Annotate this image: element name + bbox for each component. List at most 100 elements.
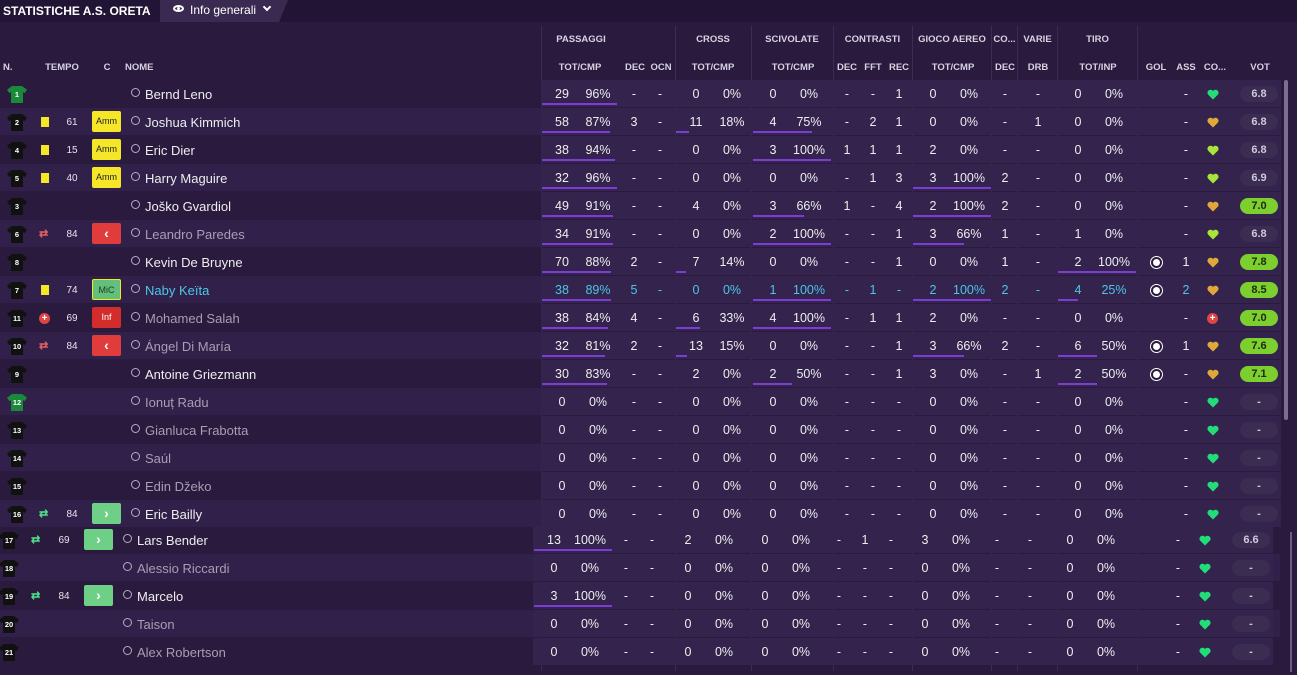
table-row[interactable]: 7 74 MiC Naby Keïta 38 89% 5 - 0 0% 1 100% - 1 - 2 100% 2…	[0, 276, 1281, 303]
table-row[interactable]: 18 Alessio Riccardi 0 0% - - 0 0% 0 0% - - - 0 0% - - 0 0%…	[0, 554, 1280, 581]
column-header-p-ocn[interactable]: OCN	[650, 62, 672, 73]
rating-badge[interactable]: 7.6	[1240, 338, 1278, 354]
rating-badge[interactable]: 6.8	[1240, 86, 1278, 102]
player-name[interactable]: Ángel Di María	[145, 339, 231, 354]
table-row[interactable]: 1 Bernd Leno 29 96% - - 0 0% 0 0% - - 1 0 0% - - 0 0% - 6.8	[0, 80, 1281, 107]
sub-in-button[interactable]: ›	[84, 585, 113, 606]
rating-badge[interactable]: 8.5	[1240, 282, 1278, 298]
passes-ocn: -	[657, 395, 663, 409]
rating-badge[interactable]: -	[1232, 560, 1270, 576]
sub-in-button[interactable]: ›	[84, 529, 113, 550]
column-header-co-dec[interactable]: DEC	[994, 62, 1016, 73]
player-name[interactable]: Saúl	[145, 451, 172, 466]
rating-badge[interactable]: -	[1240, 422, 1278, 438]
player-name[interactable]: Eric Bailly	[145, 507, 203, 522]
table-row[interactable]: 3 Joško Gvardiol 49 91% - - 4 0% 3 66% 1 - 4 2 100% 2 - 0…	[0, 192, 1281, 219]
passes-total: 0	[558, 451, 566, 465]
table-row[interactable]: 16 ⇄ 84 › Eric Bailly 0 0% - - 0 0% 0 0% - - - 0 0% - - 0 0% -…	[0, 500, 1281, 527]
player-name[interactable]: Edin Džeko	[145, 479, 212, 494]
table-row[interactable]: 6 ⇄ 84 ‹ Leandro Paredes 34 91% - - 0 0% 2 100% - - 1 3 6…	[0, 220, 1281, 247]
column-header-v-drb[interactable]: DRB	[1027, 62, 1049, 73]
table-row[interactable]: 10 ⇄ 84 ‹ Ángel Di María 32 81% 2-13 15% 0 0% - -1 3 6…	[0, 332, 1281, 359]
player-name[interactable]: Lars Bender	[137, 533, 208, 548]
table-row[interactable]: 21 Alex Robertson 0 0% - - 0 0% 0 0% - - - 0 0% - - 0 0% - -	[0, 638, 1280, 665]
rating-badge[interactable]: -	[1240, 506, 1278, 522]
rating-badge[interactable]: -	[1232, 616, 1270, 632]
column-header-ct-dec[interactable]: DEC	[836, 62, 858, 73]
table-row[interactable]: 19 ⇄ 84 › Marcelo 3 100% - - 0 0% 0 0% - - - 0 0% - - 0 0% - -	[0, 582, 1280, 609]
table-row[interactable]: 2 61 Amm Joshua Kimmich 58 87% 3 - 11 18% 4 75% - 2 1 0…	[0, 108, 1281, 135]
dribbles: -	[1035, 227, 1041, 241]
column-header-ct-fft[interactable]: FFT	[864, 62, 882, 73]
player-name[interactable]: Eric Dier	[145, 143, 195, 158]
column-header-c-tot[interactable]: TOT/CMP	[691, 62, 735, 73]
column-header-t-tot[interactable]: TOT/INP	[1079, 62, 1117, 73]
table-row[interactable]: 11 +69 Inf Mohamed Salah 38 84% 4-6 33% 4 100% -1 1…	[0, 304, 1281, 331]
rating-badge[interactable]: 6.6	[1232, 532, 1270, 548]
rating-badge[interactable]: 6.8	[1240, 114, 1278, 130]
rating-badge[interactable]: 6.8	[1240, 226, 1278, 242]
column-header-ga-tot[interactable]: TOT/CMP	[931, 62, 975, 73]
table-row[interactable]: 13 Gianluca Frabotta 0 0% - - 0 0% 0 0% - - - 0 0% - - 0 0…	[0, 416, 1281, 443]
rating-badge[interactable]: -	[1232, 644, 1270, 660]
position-badge[interactable]: MiC	[92, 279, 121, 300]
player-name[interactable]: Ionuț Radu	[145, 395, 209, 410]
sub-out-button[interactable]: ‹	[92, 223, 121, 244]
sub-in-button[interactable]: ›	[92, 503, 121, 524]
column-header-s-tot[interactable]: TOT/CMP	[771, 62, 815, 73]
column-header-n[interactable]: N.	[3, 62, 13, 73]
player-name[interactable]: Antoine Griezmann	[145, 367, 257, 382]
player-name[interactable]: Kevin De Bruyne	[145, 255, 243, 270]
column-header-con[interactable]: CO...	[1203, 62, 1227, 73]
rating-badge[interactable]: -	[1232, 588, 1270, 604]
position-badge[interactable]: Amm	[92, 167, 121, 188]
column-header-tempo[interactable]: TEMPO	[45, 62, 79, 73]
player-name[interactable]: Joško Gvardiol	[145, 199, 231, 214]
player-name[interactable]: Alessio Riccardi	[137, 561, 230, 576]
rating-badge[interactable]: 6.8	[1240, 142, 1278, 158]
player-name[interactable]: Bernd Leno	[145, 87, 213, 102]
player-name[interactable]: Joshua Kimmich	[145, 115, 241, 130]
rating-badge[interactable]: -	[1240, 450, 1278, 466]
rating-badge[interactable]: -	[1240, 394, 1278, 410]
column-header-p-tot[interactable]: TOT/CMP	[558, 62, 602, 73]
player-name[interactable]: Alex Robertson	[137, 645, 226, 660]
table-row[interactable]: 12 Ionuț Radu 0 0% - - 0 0% 0 0% - - - 0 0% - - 0 0% - -	[0, 388, 1281, 415]
rating-badge[interactable]: 7.1	[1240, 366, 1278, 382]
sub-out-button[interactable]: ‹	[92, 335, 121, 356]
column-header-c[interactable]: C	[103, 62, 111, 73]
column-header-p-dec[interactable]: DEC	[624, 62, 646, 73]
table-row[interactable]: 17 ⇄ 69 › Lars Bender 13 100% - - 2 0% 0 0% - 1 - 3 0% - - 0…	[0, 526, 1280, 553]
position-badge[interactable]: Inf	[92, 307, 121, 328]
player-name[interactable]: Leandro Paredes	[145, 227, 245, 242]
column-header-ct-rec[interactable]: REC	[888, 62, 910, 73]
table-row[interactable]: 9 Antoine Griezmann 30 83% - - 2 0% 2 50% - - 1 3 0% - 1…	[0, 360, 1281, 387]
player-name[interactable]: Harry Maguire	[145, 171, 228, 186]
view-selector-button[interactable]: Info generali	[160, 0, 288, 22]
table-row[interactable]: 20 Taison 0 0% - - 0 0% 0 0% - - - 0 0% - - 0 0% - -	[0, 610, 1280, 637]
scrollbar[interactable]	[1284, 80, 1288, 420]
rating-badge[interactable]: 7.8	[1240, 254, 1278, 270]
table-row[interactable]: 5 40 Amm Harry Maguire 32 96% - - 0 0% 0 0% - 1 3 3 100%…	[0, 164, 1281, 191]
position-badge[interactable]: Amm	[92, 139, 121, 160]
table-row[interactable]: 15 Edin Džeko 0 0% - - 0 0% 0 0% - - - 0 0% - - 0 0% - -	[0, 472, 1281, 499]
player-name[interactable]: Marcelo	[137, 589, 184, 604]
morale-heart-icon	[1199, 591, 1211, 602]
column-header-ass[interactable]: ASS	[1176, 62, 1196, 73]
column-header-vot[interactable]: VOT	[1250, 62, 1270, 73]
rating-badge[interactable]: 7.0	[1240, 198, 1278, 214]
player-name[interactable]: Taison	[137, 617, 175, 632]
table-row[interactable]: 8 Kevin De Bruyne 70 88% 2-7 14% 0 0% - -1 0 0% 1-2 1…	[0, 248, 1281, 275]
rating-badge[interactable]: 6.9	[1240, 170, 1278, 186]
column-header-gol[interactable]: GOL	[1145, 62, 1167, 73]
player-name[interactable]: Gianluca Frabotta	[145, 423, 249, 438]
table-row[interactable]: 4 15 Amm Eric Dier 38 94% - - 0 0% 3 100% 1 1 1 2 0% - - 0 0…	[0, 136, 1281, 163]
table-row[interactable]: 14 Saúl 0 0% - - 0 0% 0 0% - - - 0 0% - - 0 0% - -	[0, 444, 1281, 471]
player-name[interactable]: Mohamed Salah	[145, 311, 240, 326]
column-header-nome[interactable]: NOME	[125, 62, 154, 73]
scrollbar-secondary[interactable]	[1290, 532, 1292, 672]
rating-badge[interactable]: -	[1240, 478, 1278, 494]
position-badge[interactable]: Amm	[92, 111, 121, 132]
player-name[interactable]: Naby Keïta	[145, 283, 210, 298]
rating-badge[interactable]: 7.0	[1240, 310, 1278, 326]
